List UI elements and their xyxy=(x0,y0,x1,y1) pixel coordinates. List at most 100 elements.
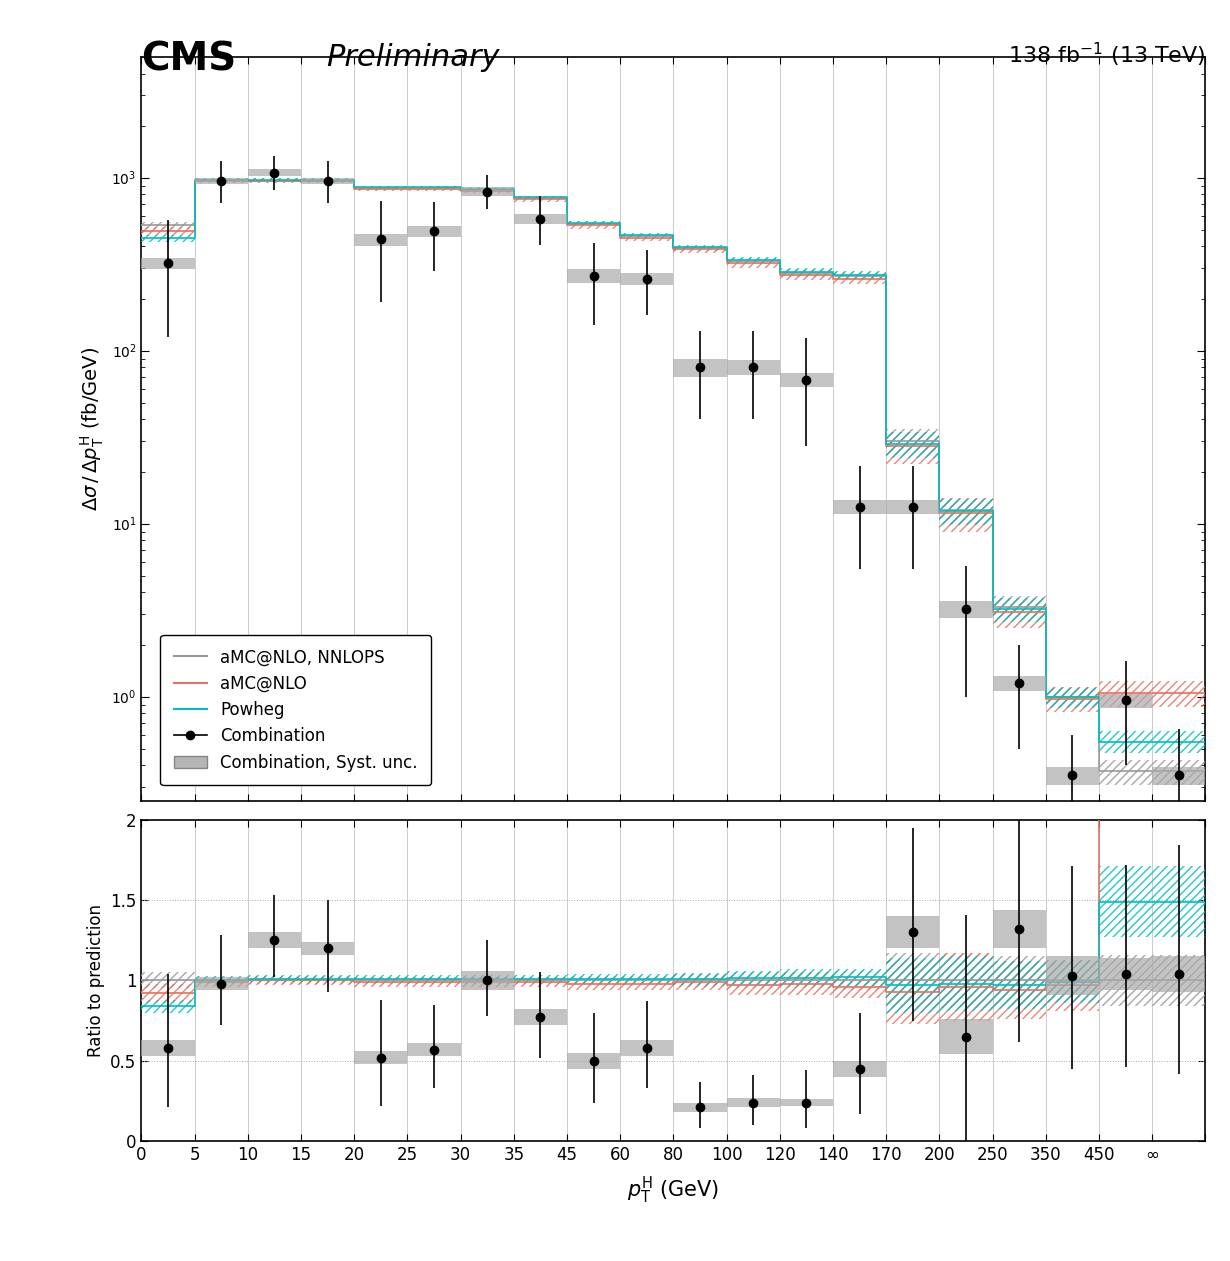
Bar xyxy=(993,598,1046,628)
Bar xyxy=(887,960,940,1024)
Bar xyxy=(727,1098,780,1107)
Bar xyxy=(248,932,301,948)
Bar xyxy=(567,222,620,228)
Text: CMS: CMS xyxy=(141,40,236,78)
Bar xyxy=(301,178,354,182)
Bar xyxy=(1100,681,1153,707)
Bar xyxy=(833,1061,887,1077)
Bar xyxy=(461,188,514,192)
Bar xyxy=(1100,694,1153,707)
Bar xyxy=(248,178,301,182)
Bar xyxy=(461,187,514,190)
Bar xyxy=(567,270,620,284)
Bar xyxy=(1153,681,1205,707)
Bar xyxy=(567,977,620,990)
Bar xyxy=(887,953,940,1008)
Bar xyxy=(141,1040,194,1055)
Bar xyxy=(620,272,674,285)
Bar xyxy=(1100,605,1153,763)
Bar xyxy=(461,189,514,193)
Bar xyxy=(674,246,727,251)
Bar xyxy=(1046,961,1100,1002)
Bar xyxy=(354,185,407,189)
Bar xyxy=(1046,689,1100,707)
Bar xyxy=(461,971,514,990)
Bar xyxy=(1100,955,1153,1006)
Bar xyxy=(1046,960,1100,1001)
Bar xyxy=(674,973,727,987)
Bar xyxy=(887,431,940,458)
Bar xyxy=(887,430,940,455)
Bar xyxy=(194,178,248,184)
X-axis label: $p_\mathrm{T}^\mathrm{H}$ (GeV): $p_\mathrm{T}^\mathrm{H}$ (GeV) xyxy=(627,1175,720,1207)
Bar xyxy=(514,197,567,202)
Bar xyxy=(1153,760,1205,784)
Bar xyxy=(940,953,993,1020)
Bar xyxy=(1046,687,1100,707)
Bar xyxy=(833,976,887,999)
Bar xyxy=(940,956,993,1011)
Bar xyxy=(620,973,674,984)
Bar xyxy=(674,972,727,985)
Bar xyxy=(780,269,833,276)
Bar xyxy=(461,975,514,982)
Bar xyxy=(780,972,833,995)
Bar xyxy=(833,271,887,279)
Bar xyxy=(567,1053,620,1069)
Bar xyxy=(407,975,460,982)
Bar xyxy=(301,178,354,184)
Bar xyxy=(620,235,674,241)
Bar xyxy=(141,984,194,1002)
Bar xyxy=(354,975,407,982)
Bar xyxy=(407,185,461,189)
Bar xyxy=(940,498,993,523)
Bar xyxy=(301,975,354,982)
Bar xyxy=(940,601,993,618)
Bar xyxy=(407,977,460,984)
Y-axis label: Ratio to prediction: Ratio to prediction xyxy=(86,904,105,1057)
Bar xyxy=(1046,956,1100,995)
Bar xyxy=(194,977,248,984)
Bar xyxy=(1100,958,1153,990)
Bar xyxy=(567,973,620,984)
Bar xyxy=(887,917,940,948)
Bar xyxy=(940,1019,993,1054)
Bar xyxy=(727,361,780,376)
Bar xyxy=(194,977,248,987)
Bar xyxy=(727,257,780,265)
Bar xyxy=(514,975,567,982)
Bar xyxy=(620,976,674,985)
Bar xyxy=(354,1052,407,1064)
Bar xyxy=(940,499,993,525)
Bar xyxy=(514,197,567,200)
Bar xyxy=(141,227,194,236)
Bar xyxy=(727,972,780,989)
Bar xyxy=(674,245,727,251)
Bar xyxy=(141,235,194,242)
Bar xyxy=(248,178,301,183)
Bar xyxy=(727,976,780,995)
Bar xyxy=(833,499,887,514)
Bar xyxy=(194,178,248,183)
Bar xyxy=(194,178,248,182)
Bar xyxy=(141,257,194,270)
Bar xyxy=(141,1000,194,1013)
Bar xyxy=(194,977,248,990)
Bar xyxy=(833,968,887,986)
Bar xyxy=(248,976,301,985)
Bar xyxy=(1153,605,1205,763)
Bar xyxy=(993,909,1046,948)
Bar xyxy=(1046,960,1100,1011)
Bar xyxy=(407,1043,460,1055)
Bar xyxy=(780,1100,833,1106)
Bar xyxy=(780,270,833,277)
Bar xyxy=(620,1040,674,1055)
Bar xyxy=(354,233,407,246)
Bar xyxy=(993,676,1046,691)
Bar xyxy=(620,233,674,237)
Bar xyxy=(887,958,940,1013)
Bar xyxy=(248,975,301,982)
Bar xyxy=(301,977,354,984)
Bar xyxy=(620,977,674,990)
Bar xyxy=(833,272,887,280)
